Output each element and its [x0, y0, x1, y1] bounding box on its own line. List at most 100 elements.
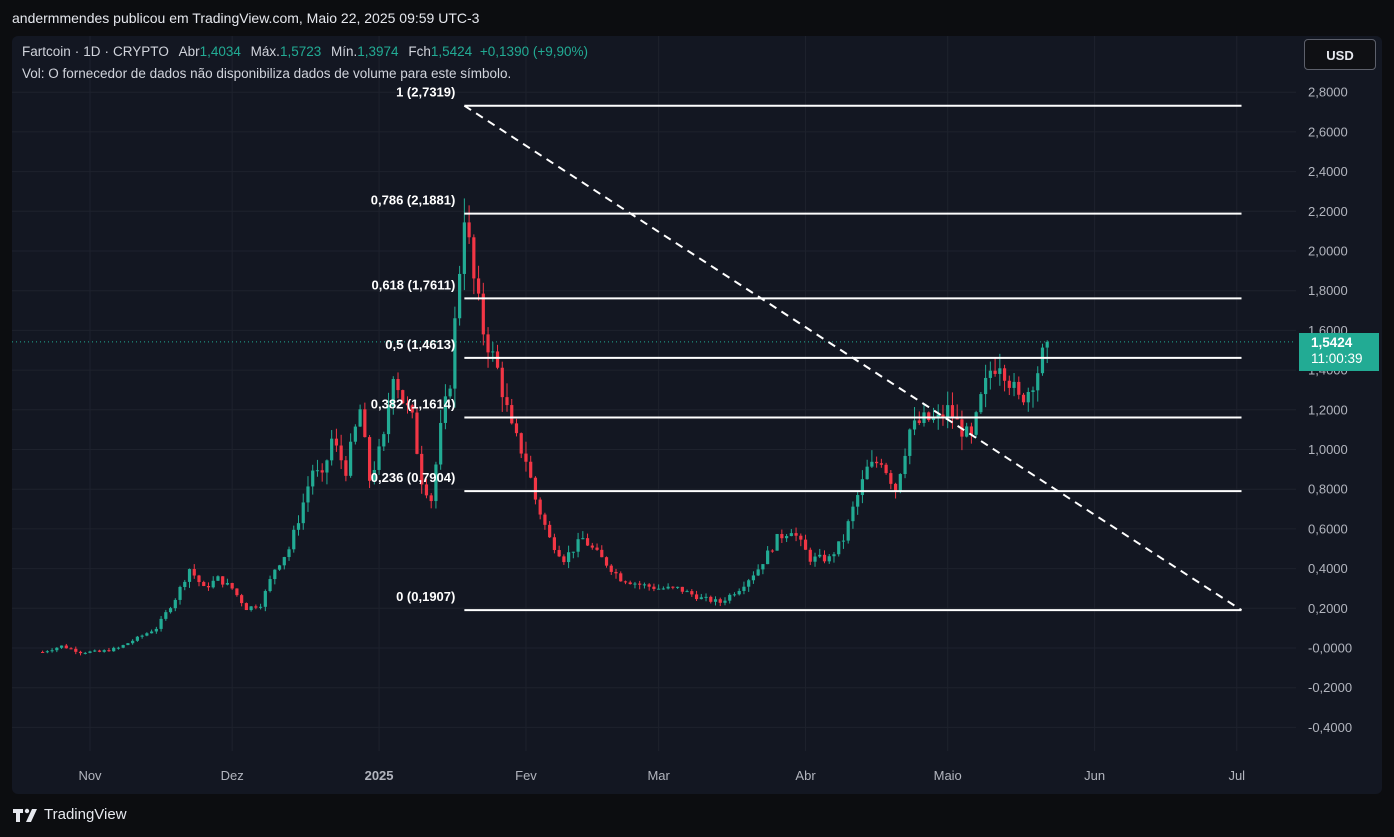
candle-body [486, 334, 490, 353]
candle-body [965, 426, 969, 437]
high-value: 1,5723 [279, 44, 322, 59]
candle-body [107, 650, 111, 652]
candle-body [818, 554, 822, 557]
candle-body [941, 414, 945, 418]
candle-body [74, 648, 78, 652]
candle-body [467, 222, 471, 238]
candle-body [699, 597, 703, 600]
candle-body [97, 650, 102, 652]
candle-body [221, 576, 225, 585]
candle-body [747, 580, 751, 587]
candle-body [927, 412, 931, 421]
candle-body [969, 426, 973, 435]
symbol-name[interactable]: Fartcoin [22, 44, 71, 59]
candle-body [78, 651, 83, 654]
fib-level-label: 0,382 (1,1614) [371, 396, 456, 411]
candle-body [889, 473, 893, 484]
candle-body [1021, 394, 1026, 403]
candle-body [401, 390, 405, 404]
candle-body [856, 495, 860, 507]
x-tick-label: Nov [78, 768, 102, 783]
candle-body [538, 499, 542, 515]
candle-body [827, 556, 831, 562]
candle-body [372, 469, 376, 481]
interval-label: 1D [83, 44, 101, 59]
x-tick-label: Fev [515, 768, 537, 783]
candle-body [694, 594, 699, 600]
candle-body [533, 477, 538, 500]
candle-body [69, 648, 73, 650]
candle-body [126, 643, 130, 646]
candle-body [306, 486, 310, 503]
y-tick-label: 2,4000 [1308, 164, 1348, 179]
x-tick-label: Jun [1084, 768, 1105, 783]
candle-body [41, 651, 45, 653]
candle-body [936, 414, 940, 418]
candle-body [576, 539, 580, 552]
candle-body [55, 647, 59, 651]
candle-body [325, 460, 329, 473]
candle-body [145, 633, 149, 636]
candle-body [83, 652, 87, 654]
open-label: Abr [178, 44, 200, 59]
candle-body [131, 640, 135, 644]
candle-body [837, 541, 841, 555]
candle-body [443, 396, 448, 423]
candle-body [349, 441, 353, 476]
exchange-label: CRYPTO [113, 44, 169, 59]
candle-body [472, 237, 476, 279]
candle-body [396, 378, 400, 391]
candle-body [751, 575, 756, 581]
candle-body [391, 378, 395, 407]
candle-body [709, 596, 713, 602]
candle-body [898, 474, 902, 492]
candle-body [135, 636, 139, 641]
candle-body [770, 550, 774, 552]
currency-button[interactable]: USD [1304, 39, 1376, 70]
candle-body [908, 429, 912, 456]
candle-body [164, 612, 168, 619]
candle-body [619, 573, 623, 582]
candle-body [562, 556, 566, 563]
chart-panel[interactable]: 2,8000 2,6000 2,4000 2,2000 2,0000 1,8000 1,60… [12, 36, 1382, 794]
candle-body [917, 420, 921, 424]
y-tick-label: -0,0000 [1308, 641, 1352, 656]
candle-body [296, 523, 301, 530]
candle-body [609, 565, 613, 572]
candle-body [585, 538, 590, 546]
candle-body [912, 420, 917, 430]
candle-body [680, 586, 684, 592]
candle-body [50, 650, 54, 652]
publisher-line: andermmendes publicou em TradingView.com… [12, 10, 480, 26]
x-tick-label: Maio [934, 768, 962, 783]
candle-body [841, 540, 846, 542]
candle-body [946, 405, 950, 418]
candle-body [784, 536, 789, 539]
candlestick-chart[interactable]: 2,80002,60002,40002,20002,00001,80001,60… [12, 36, 1382, 794]
candle-body [661, 588, 665, 590]
candle-body [206, 586, 211, 588]
candle-body [367, 437, 372, 481]
last-price-value: 1,5424 [1311, 335, 1353, 350]
candle-body [1036, 373, 1040, 391]
symbol-legend: Fartcoin · 1D · CRYPTO Abr1,4034 Máx.1,5723 … [22, 44, 588, 59]
candle-body [761, 564, 765, 570]
fib-level-label: 0,236 (0,7904) [371, 470, 456, 485]
candle-body [1017, 381, 1021, 395]
fib-level-label: 0,5 (1,4613) [385, 337, 455, 352]
candle-body [429, 495, 433, 502]
candle-body [799, 535, 803, 540]
candle-body [244, 603, 248, 611]
candle-body [263, 591, 267, 607]
candle-body [500, 367, 504, 398]
candle-body [822, 554, 827, 562]
candle-body [230, 583, 234, 589]
tradingview-footer[interactable]: TradingView [12, 806, 127, 823]
y-tick-label: 1,0000 [1308, 442, 1348, 457]
y-tick-label: 2,2000 [1308, 204, 1348, 219]
candle-body [168, 608, 173, 613]
candle-body [93, 650, 97, 652]
candle-body [955, 418, 959, 420]
candle-body [282, 557, 286, 566]
y-tick-label: 1,2000 [1308, 402, 1348, 417]
